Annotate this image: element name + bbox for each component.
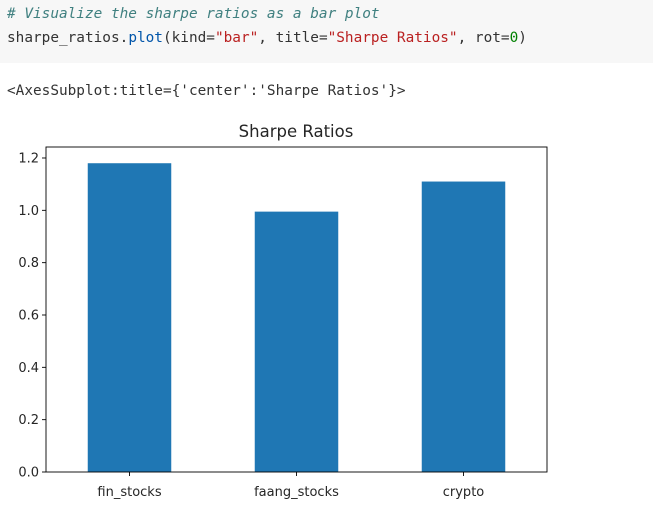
bar-chart: Sharpe Ratios 0.0 0.2 0.4 0.6 0.8 1.0 1.2 fin_s…: [18, 122, 548, 500]
axes-layer: 0.0 0.2 0.4 0.6 0.8 1.0 1.2 fin_stocks faang_sto…: [18, 146, 548, 500]
x-tick-label: fin_stocks: [97, 485, 161, 500]
y-tick-label: 0.8: [18, 256, 39, 271]
code-dot: .: [119, 30, 129, 46]
code-object-name: sharpe_ratios: [7, 30, 120, 46]
code-separator-2: ,: [457, 30, 475, 46]
y-tick-label: 1.0: [18, 204, 39, 219]
chart-output: Sharpe Ratios 0.0 0.2 0.4 0.6 0.8 1.0 1.2 fin_s…: [0, 112, 560, 505]
x-tick-label: faang_stocks: [254, 485, 339, 500]
code-line-comment: # Visualize the sharpe ratios as a bar p…: [7, 4, 380, 24]
y-tick-label: 0.0: [18, 466, 39, 481]
code-open-paren: (: [162, 30, 172, 46]
bar-faang_stocks: [254, 211, 339, 472]
code-rot-value: 0: [509, 30, 519, 46]
code-kw-title: title=: [275, 30, 328, 46]
x-tick-label: crypto: [443, 485, 485, 500]
code-kind-value: "bar": [214, 30, 259, 46]
bar-fin_stocks: [87, 163, 172, 473]
code-method-name: plot: [128, 30, 163, 46]
code-kw-kind: kind=: [171, 30, 215, 46]
y-tick-label: 0.2: [18, 413, 39, 428]
code-separator-1: ,: [258, 30, 276, 46]
output-repr-text: <AxesSubplot:title={'center':'Sharpe Rat…: [7, 83, 406, 99]
code-kw-rot: rot=: [474, 30, 510, 46]
bar-crypto: [421, 181, 506, 472]
chart-title: Sharpe Ratios: [239, 122, 354, 141]
code-cell[interactable]: # Visualize the sharpe ratios as a bar p…: [0, 0, 653, 63]
code-comment: # Visualize the sharpe ratios as a bar p…: [7, 6, 380, 22]
code-close-paren: ): [518, 30, 527, 46]
y-tick-label: 1.2: [18, 151, 39, 166]
bars-layer: [87, 163, 506, 473]
code-title-value: "Sharpe Ratios": [327, 30, 458, 46]
y-tick-label: 0.6: [18, 308, 39, 323]
code-line-plot-call: sharpe_ratios.plot(kind="bar", title="Sh…: [7, 28, 527, 48]
y-tick-label: 0.4: [18, 361, 39, 376]
